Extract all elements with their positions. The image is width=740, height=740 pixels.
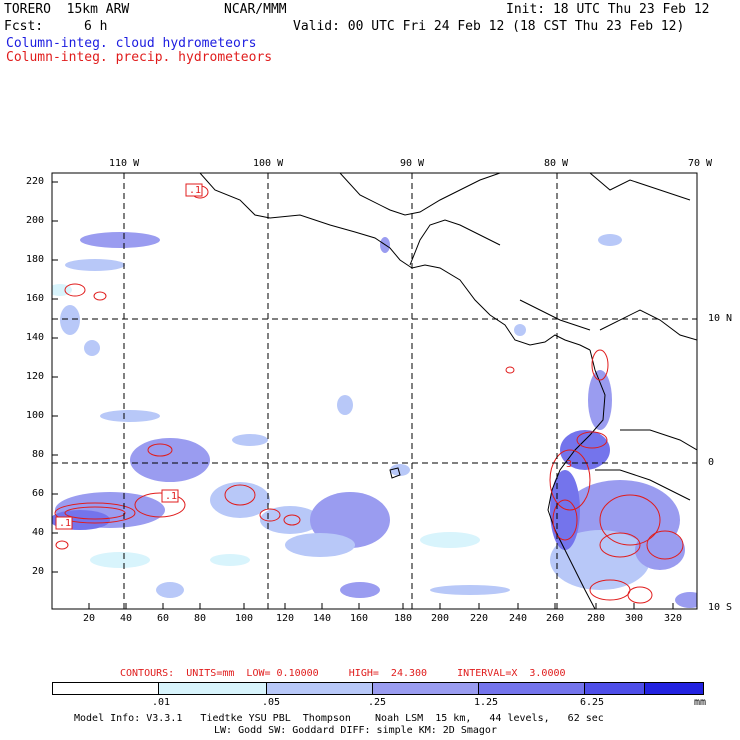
x-tick-label: 200 — [431, 613, 450, 624]
lon-label: 70 W — [688, 158, 713, 169]
lat-label: 0 — [708, 457, 715, 468]
lon-label: 80 W — [544, 158, 569, 169]
organization-label: NCAR/MMM — [224, 2, 287, 17]
y-tick-label: 140 — [26, 332, 45, 343]
forecast-hour: 6 h — [84, 19, 108, 34]
lon-label: 100 W — [253, 158, 284, 169]
y-tick-label: 60 — [32, 488, 45, 499]
model-title: TORERO 15km ARW — [4, 2, 130, 17]
colorbar-swatch — [266, 683, 372, 694]
valid-time: Valid: 00 UTC Fri 24 Feb 12 (18 CST Thu … — [293, 19, 685, 34]
contour-label: 3 — [566, 459, 573, 470]
y-tick-label: 200 — [26, 215, 45, 226]
colorbar-swatch — [372, 683, 478, 694]
contour-label-boxes — [55, 183, 203, 530]
precip-contours — [54, 185, 684, 604]
forecast-label: Fcst: — [4, 19, 44, 34]
coastlines — [199, 173, 697, 609]
x-tick-label: 280 — [587, 613, 606, 624]
colorbar-label: .05 — [262, 697, 281, 708]
y-tick-label: 120 — [26, 371, 45, 382]
cloud-shading — [52, 232, 697, 608]
lat-label: 10 S — [708, 602, 733, 613]
x-tick-label: 320 — [664, 613, 683, 624]
y-tick-label: 160 — [26, 293, 45, 304]
x-tick-label: 160 — [350, 613, 369, 624]
precip-field-label: Column-integ. precip. hydrometeors — [6, 50, 273, 65]
lat-lon-grid — [52, 173, 697, 609]
lon-label: 90 W — [400, 158, 425, 169]
lat-label: 10 N — [708, 313, 733, 324]
colorbar — [52, 682, 704, 695]
x-tick-label: 60 — [157, 613, 170, 624]
model-info-line1: Model Info: V3.3.1 Tiedtke YSU PBL Thomp… — [74, 713, 604, 724]
colorbar-swatch — [53, 683, 158, 694]
map-frame — [51, 172, 698, 610]
x-tick-label: 100 — [235, 613, 254, 624]
x-tick-label: 240 — [509, 613, 528, 624]
x-tick-label: 220 — [470, 613, 489, 624]
contours-info: CONTOURS: UNITS=mm LOW= 0.10000 HIGH= 24… — [120, 668, 566, 679]
x-tick-label: 80 — [194, 613, 207, 624]
x-tick-label: 40 — [120, 613, 133, 624]
cloud-field-label: Column-integ. cloud hydrometeors — [6, 36, 257, 51]
colorbar-label: 6.25 — [580, 697, 605, 708]
x-tick-label: 120 — [276, 613, 295, 624]
colorbar-swatch — [584, 683, 644, 694]
colorbar-swatch — [644, 683, 703, 694]
y-tick-label: 220 — [26, 176, 45, 187]
axis-ticks — [52, 181, 674, 609]
contour-label: .1 — [59, 518, 72, 529]
x-tick-label: 300 — [625, 613, 644, 624]
x-tick-label: 180 — [394, 613, 413, 624]
init-time: Init: 18 UTC Thu 23 Feb 12 — [506, 2, 710, 17]
x-tick-label: 260 — [546, 613, 565, 624]
x-tick-label: 140 — [313, 613, 332, 624]
colorbar-swatch — [478, 683, 584, 694]
y-tick-label: 40 — [32, 527, 45, 538]
colorbar-label: 1.25 — [474, 697, 499, 708]
contour-label: .1 — [165, 491, 178, 502]
contour-label: .1 — [189, 185, 202, 196]
colorbar-swatch — [158, 683, 266, 694]
x-tick-label: 20 — [83, 613, 96, 624]
y-tick-label: 80 — [32, 449, 45, 460]
y-tick-label: 20 — [32, 566, 45, 577]
lon-label: 110 W — [109, 158, 140, 169]
colorbar-label: .25 — [368, 697, 387, 708]
y-tick-label: 100 — [26, 410, 45, 421]
colorbar-unit: mm — [694, 697, 707, 708]
colorbar-label: .01 — [152, 697, 171, 708]
y-tick-label: 180 — [26, 254, 45, 265]
model-info-line2: LW: Godd SW: Goddard DIFF: simple KM: 2D… — [214, 725, 497, 736]
